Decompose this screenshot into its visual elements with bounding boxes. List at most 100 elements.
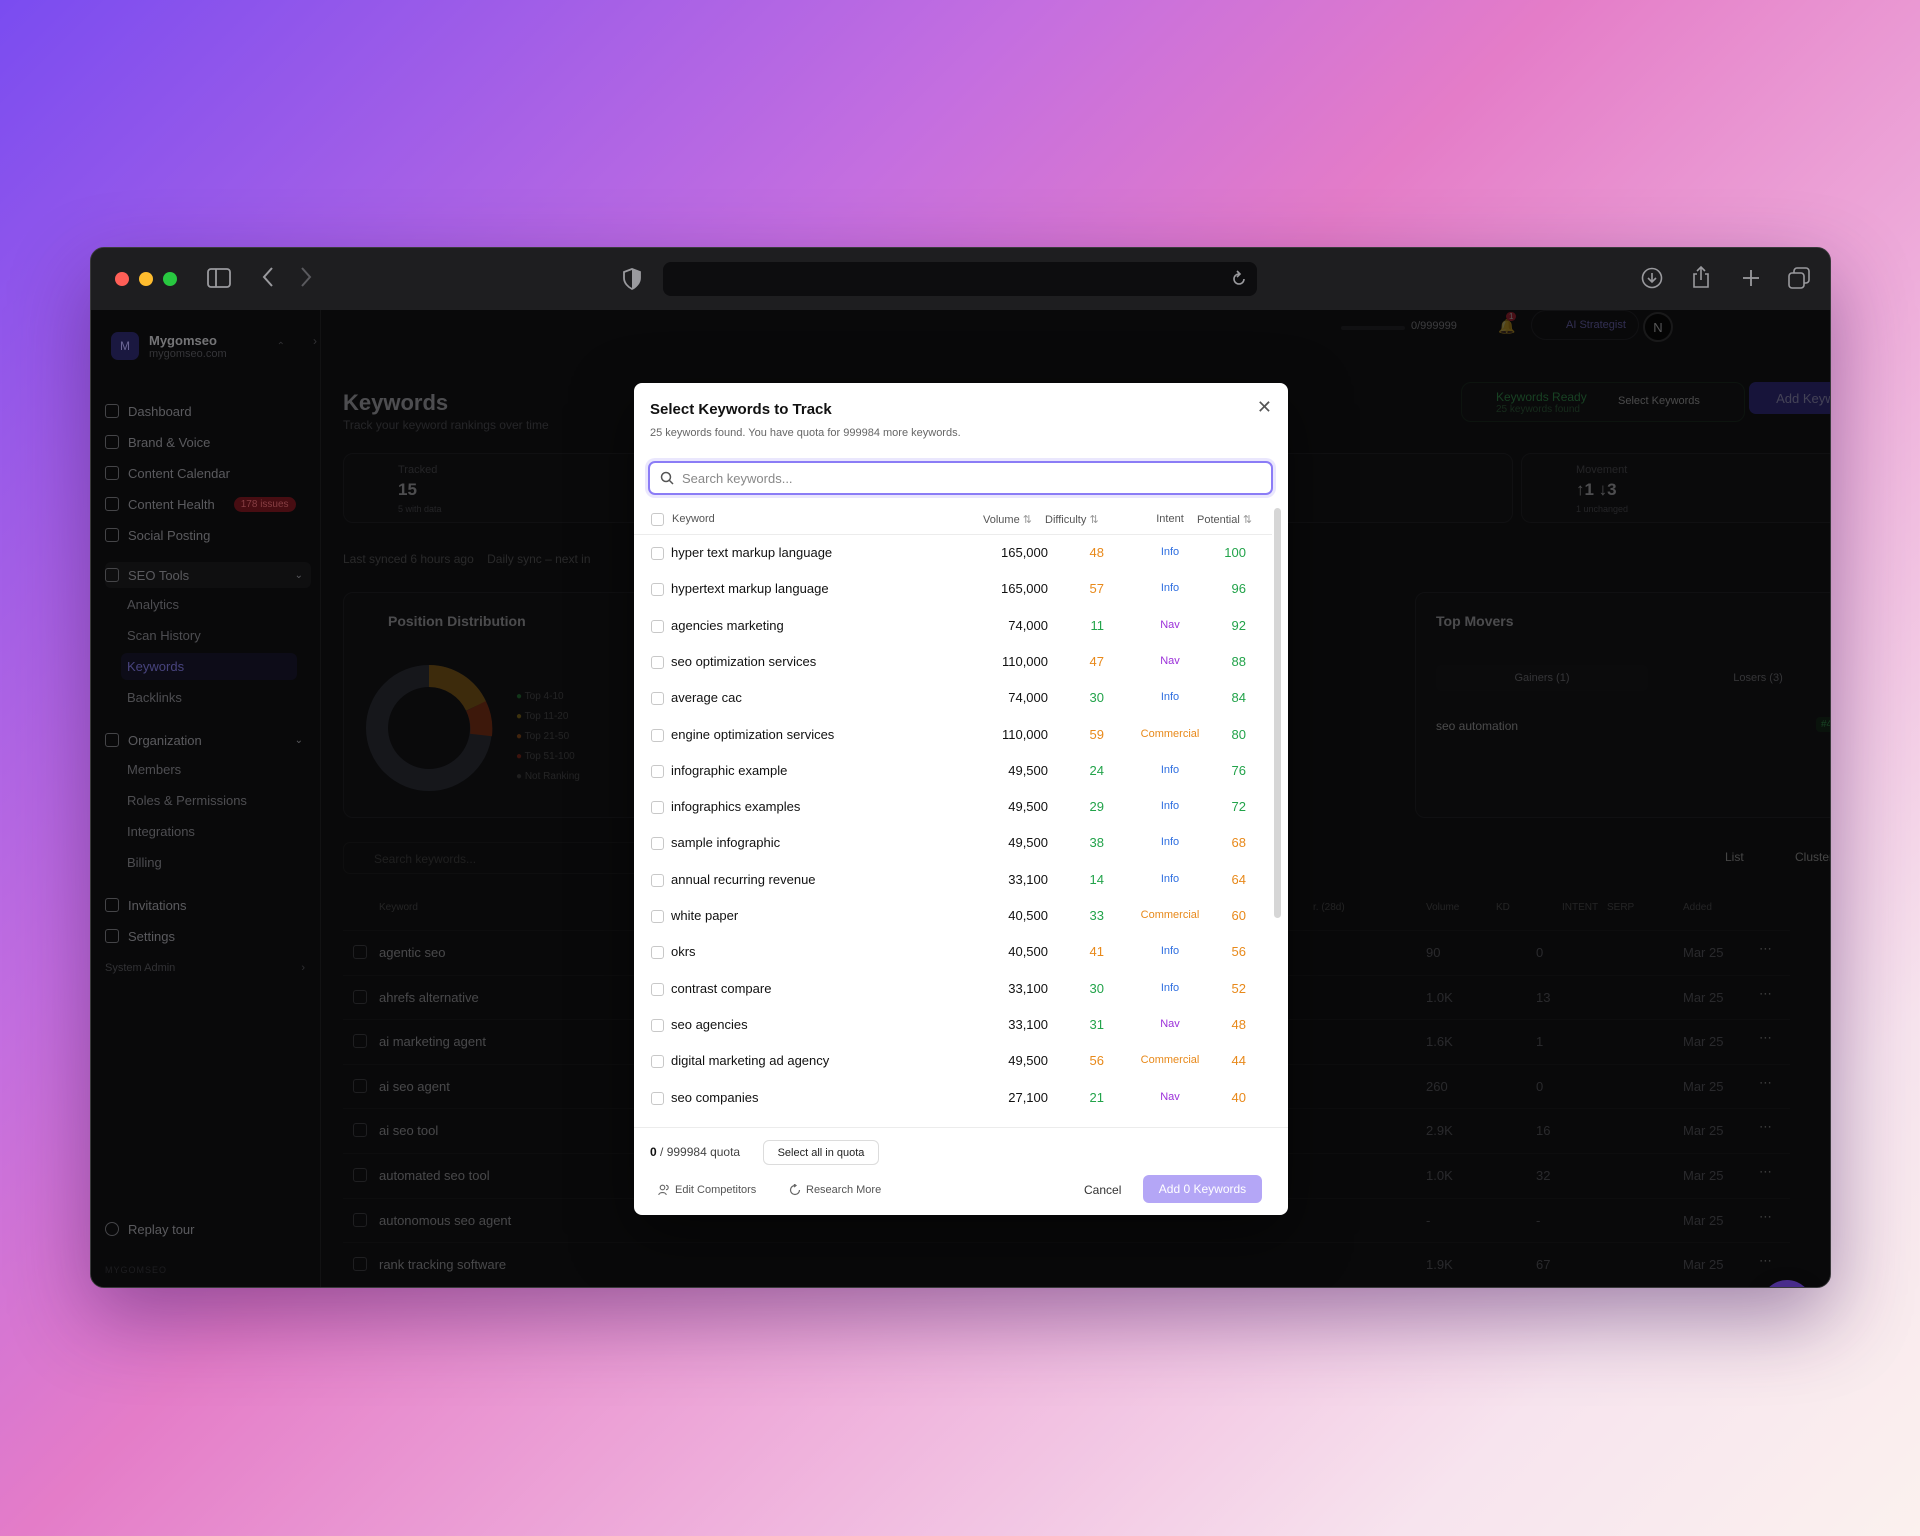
row-checkbox[interactable] — [651, 801, 664, 815]
keyword-candidate-row[interactable]: infographic example 49,500 24 Info 76 — [634, 753, 1272, 789]
row-checkbox[interactable] — [651, 764, 664, 778]
sidebar-item-billing[interactable]: Billing — [127, 855, 162, 870]
row-menu-icon[interactable]: ⋯ — [1759, 1030, 1772, 1046]
share-icon[interactable] — [1691, 265, 1711, 293]
row-menu-icon[interactable]: ⋯ — [1759, 1119, 1772, 1135]
select-keywords-link[interactable]: Select Keywords — [1618, 395, 1700, 407]
col-keyword[interactable]: Keyword — [379, 902, 418, 913]
row-checkbox[interactable] — [651, 873, 664, 887]
row-checkbox[interactable] — [353, 1123, 367, 1138]
keyword-candidate-row[interactable]: okrs 40,500 41 Info 56 — [634, 934, 1272, 970]
row-checkbox[interactable] — [651, 583, 664, 597]
keyword-candidate-row[interactable]: annual recurring revenue 33,100 14 Info 64 — [634, 862, 1272, 898]
row-checkbox[interactable] — [353, 1034, 367, 1049]
row-menu-icon[interactable]: ⋯ — [1759, 1074, 1772, 1090]
back-icon[interactable] — [261, 266, 275, 292]
sidebar-item-content-calendar[interactable]: Content Calendar — [105, 460, 305, 486]
dialog-scrollbar[interactable] — [1274, 508, 1281, 918]
sidebar-item-brand-voice[interactable]: Brand & Voice — [105, 429, 305, 455]
row-menu-icon[interactable]: ⋯ — [1759, 941, 1772, 956]
dialog-search[interactable] — [648, 461, 1273, 495]
keyword-candidate-row[interactable]: digital marketing ad agency 49,500 56 Comme… — [634, 1043, 1272, 1079]
keyword-candidate-row[interactable]: hypertext markup language 165,000 57 Info 96 — [634, 571, 1272, 607]
row-menu-icon[interactable]: ⋯ — [1759, 1164, 1772, 1179]
gainers-tab[interactable]: Gainers (1) — [1436, 665, 1648, 691]
row-checkbox[interactable] — [651, 1018, 664, 1032]
keyword-candidate-row[interactable]: hyper text markup language 165,000 48 Info 1… — [634, 535, 1272, 571]
bell-icon[interactable]: 🔔 1 — [1498, 312, 1517, 334]
cancel-button[interactable]: Cancel — [1084, 1183, 1122, 1197]
list-view-toggle[interactable]: List — [1725, 850, 1744, 864]
keyword-candidate-row[interactable]: agencies marketing 74,000 11 Nav 92 — [634, 608, 1272, 644]
keyword-candidate-row[interactable]: infographics examples 49,500 29 Info 72 — [634, 789, 1272, 825]
new-tab-icon[interactable] — [1741, 268, 1761, 292]
sidebar-item-backlinks[interactable]: Backlinks — [127, 690, 182, 705]
edit-competitors-button[interactable]: Edit Competitors — [658, 1184, 756, 1196]
row-checkbox[interactable] — [651, 655, 664, 669]
col-kd[interactable]: KD — [1496, 902, 1510, 913]
sidebar-group-seo-tools[interactable]: SEO Tools ⌄ — [105, 562, 311, 588]
keyword-candidate-row[interactable]: seo companies 27,100 21 Nav 40 — [634, 1080, 1272, 1116]
row-checkbox[interactable] — [651, 692, 664, 706]
sidebar-item-analytics[interactable]: Analytics — [127, 597, 180, 612]
download-icon[interactable] — [1641, 267, 1663, 293]
row-checkbox[interactable] — [651, 982, 664, 996]
row-menu-icon[interactable]: ⋯ — [1759, 1208, 1772, 1224]
sidebar-item-settings[interactable]: Settings — [105, 923, 305, 949]
col-difficulty[interactable]: Difficulty ⇅ — [1045, 513, 1099, 526]
row-checkbox[interactable] — [651, 837, 664, 851]
row-checkbox[interactable] — [651, 910, 664, 923]
collapse-sidebar-icon[interactable]: › — [313, 334, 317, 348]
add-keywords-confirm-button[interactable]: Add 0 Keywords — [1143, 1175, 1262, 1203]
minimize-window-button[interactable] — [139, 272, 153, 286]
sidebar-item-keywords[interactable]: Keywords — [121, 653, 297, 680]
row-checkbox[interactable] — [651, 1055, 664, 1069]
research-more-button[interactable]: Research More — [789, 1184, 881, 1196]
clusters-view-toggle[interactable]: Clusters — [1795, 850, 1830, 864]
sidebar-item-integrations[interactable]: Integrations — [127, 824, 195, 839]
row-checkbox[interactable] — [651, 1091, 664, 1105]
keyword-candidate-row[interactable]: white paper 40,500 33 Commercial 60 — [634, 898, 1272, 934]
sidebar-item-dashboard[interactable]: Dashboard — [105, 398, 305, 424]
address-bar[interactable] — [663, 262, 1257, 296]
row-checkbox[interactable] — [353, 1212, 367, 1227]
add-keywords-button[interactable]: Add Keywords — [1749, 382, 1830, 414]
row-menu-icon[interactable]: ⋯ — [1759, 1253, 1772, 1269]
keyword-candidate-row[interactable]: sample infographic 49,500 38 Info 68 — [634, 825, 1272, 861]
row-checkbox[interactable] — [651, 547, 664, 560]
sidebar-toggle-icon[interactable] — [207, 268, 231, 292]
table-row[interactable]: rank tracking software 1.9K 67 Mar 25 ⋯ — [343, 1242, 1790, 1286]
keyword-candidate-row[interactable]: engine optimization services 110,000 59 Com… — [634, 717, 1272, 753]
row-checkbox[interactable] — [353, 1078, 367, 1093]
sidebar-item-social-posting[interactable]: Social Posting — [105, 522, 305, 548]
reload-icon[interactable] — [1231, 270, 1247, 293]
maximize-window-button[interactable] — [163, 272, 177, 286]
sidebar-item-system-admin[interactable]: System Admin › — [105, 962, 305, 974]
close-window-button[interactable] — [115, 272, 129, 286]
replay-tour-button[interactable]: Replay tour — [105, 1216, 305, 1242]
ai-strategist-button[interactable]: AI Strategist — [1531, 310, 1639, 340]
row-checkbox[interactable] — [353, 1257, 367, 1272]
search-input[interactable] — [682, 470, 1242, 486]
col-potential[interactable]: Potential ⇅ — [1197, 513, 1252, 526]
row-checkbox[interactable] — [651, 728, 664, 742]
sidebar-item-members[interactable]: Members — [127, 762, 182, 777]
sidebar-group-organization[interactable]: Organization ⌄ — [105, 727, 305, 753]
select-all-checkbox[interactable] — [651, 513, 664, 526]
sidebar-item-scan-history[interactable]: Scan History — [127, 628, 201, 643]
keyword-candidate-row[interactable]: seo agencies 33,100 31 Nav 48 — [634, 1007, 1272, 1043]
row-checkbox[interactable] — [353, 945, 367, 959]
col-added[interactable]: Added — [1683, 902, 1712, 913]
select-all-in-quota-button[interactable]: Select all in quota — [763, 1140, 879, 1165]
keyword-candidate-row[interactable]: seo optimization services 110,000 47 Nav 88 — [634, 644, 1272, 680]
user-avatar[interactable]: N — [1643, 312, 1673, 342]
sidebar-item-content-health[interactable]: Content Health 178 issues — [105, 491, 305, 517]
close-icon[interactable]: ✕ — [1256, 397, 1272, 417]
chat-button[interactable] — [1761, 1280, 1813, 1287]
row-menu-icon[interactable]: ⋯ — [1759, 985, 1772, 1001]
col-change[interactable]: r. (28d) — [1313, 902, 1345, 913]
col-volume[interactable]: Volume — [1426, 902, 1460, 913]
row-checkbox[interactable] — [353, 989, 367, 1004]
keyword-candidate-row[interactable]: contrast compare 33,100 30 Info 52 — [634, 971, 1272, 1007]
keyword-candidate-row[interactable]: average cac 74,000 30 Info 84 — [634, 680, 1272, 716]
